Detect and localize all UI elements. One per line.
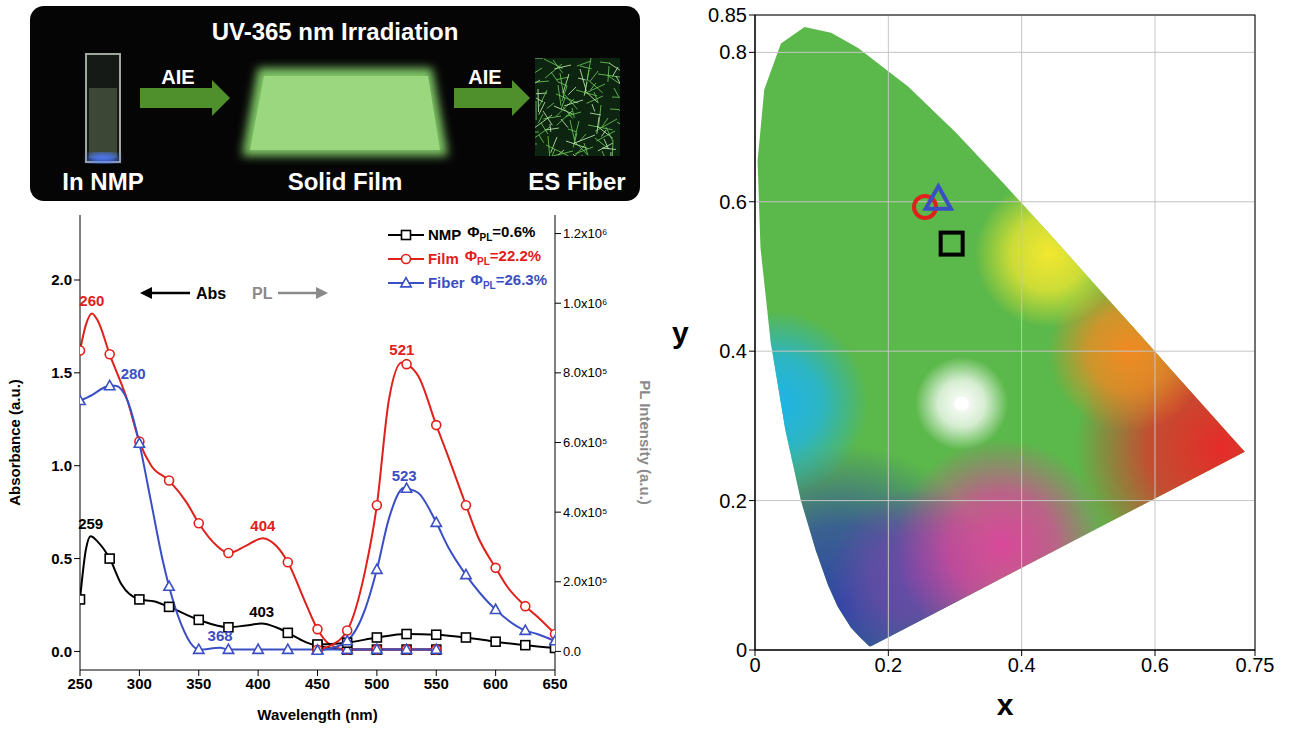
svg-text:1.2x10⁶: 1.2x10⁶ [563,226,607,241]
svg-text:AIE: AIE [468,66,501,88]
svg-text:Absorbance (a.u.): Absorbance (a.u.) [6,379,23,506]
svg-text:1.5: 1.5 [51,364,72,381]
svg-text:UV-365 nm Irradiation: UV-365 nm Irradiation [212,18,459,45]
svg-text:0: 0 [736,639,747,661]
svg-text:4.0x10⁵: 4.0x10⁵ [563,505,607,520]
svg-text:650: 650 [542,675,567,692]
svg-text:2.0x10⁵: 2.0x10⁵ [563,574,607,589]
svg-text:523: 523 [392,467,417,484]
svg-text:350: 350 [186,675,211,692]
html-text:NMP ΦPL=0.6%: NMP ΦPL=0.6% [427,223,536,243]
svg-text:ES Fiber: ES Fiber [528,168,625,195]
svg-text:250: 250 [67,675,92,692]
svg-text:403: 403 [249,603,274,620]
svg-text:x: x [997,688,1014,721]
svg-text:0.0: 0.0 [563,644,581,659]
html-text:Fiber ΦPL=26.3%: Fiber ΦPL=26.3% [427,271,547,291]
svg-text:550: 550 [424,675,449,692]
svg-text:404: 404 [250,517,276,534]
svg-text:0.5: 0.5 [51,550,72,567]
svg-text:0.6: 0.6 [1141,654,1169,676]
svg-text:0.6: 0.6 [719,191,747,213]
svg-text:8.0x10⁵: 8.0x10⁵ [563,365,607,380]
svg-text:0.8: 0.8 [719,41,747,63]
svg-text:400: 400 [246,675,271,692]
svg-text:450: 450 [305,675,330,692]
svg-text:259: 259 [78,515,103,532]
svg-text:AIE: AIE [161,66,194,88]
svg-text:500: 500 [364,675,389,692]
svg-text:521: 521 [389,341,414,358]
svg-text:In NMP: In NMP [62,168,143,195]
svg-text:368: 368 [208,627,233,644]
svg-text:6.0x10⁵: 6.0x10⁵ [563,435,607,450]
svg-text:300: 300 [127,675,152,692]
svg-text:1.0x10⁶: 1.0x10⁶ [563,296,607,311]
svg-text:0.0: 0.0 [51,643,72,660]
svg-text:0.75: 0.75 [1236,654,1275,676]
svg-text:280: 280 [121,365,146,382]
svg-text:Solid Film: Solid Film [288,168,403,195]
svg-text:PL: PL [252,285,273,302]
svg-text:0.2: 0.2 [874,654,902,676]
svg-text:Wavelength (nm): Wavelength (nm) [257,706,377,723]
svg-text:2.0: 2.0 [51,271,72,288]
svg-text:1.0: 1.0 [51,457,72,474]
svg-text:0.4: 0.4 [1008,654,1036,676]
svg-text:600: 600 [483,675,508,692]
html-text:Film ΦPL=22.2%: Film ΦPL=22.2% [427,247,542,267]
svg-text:0: 0 [749,654,760,676]
svg-text:y: y [672,316,689,349]
svg-text:0.4: 0.4 [719,340,747,362]
svg-text:260: 260 [79,292,104,309]
svg-text:Abs: Abs [196,285,226,302]
svg-text:PL Intensity (a.u.): PL Intensity (a.u.) [637,380,654,505]
svg-text:0.2: 0.2 [719,490,747,512]
svg-text:0.85: 0.85 [708,4,747,26]
